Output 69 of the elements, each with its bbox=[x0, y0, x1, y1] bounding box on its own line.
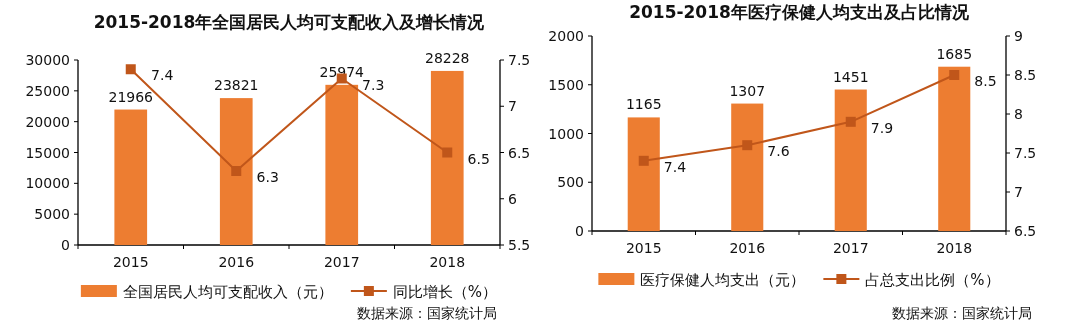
y-tick-label: 5000 bbox=[34, 206, 70, 223]
x-tick-label: 2018 bbox=[429, 254, 466, 270]
data-label: 28228 bbox=[424, 49, 470, 66]
bar bbox=[219, 98, 253, 245]
data-label: 7.9 bbox=[870, 119, 894, 136]
y-tick-label: 15000 bbox=[25, 144, 70, 161]
point bbox=[845, 116, 856, 127]
data-label: 21966 bbox=[108, 88, 154, 105]
chart-title: 2015-2018年全国居民人均可支配收入及增长情况 bbox=[93, 12, 486, 32]
y-tick-label: 30000 bbox=[25, 52, 70, 68]
source-note: 数据来源：国家统计局 bbox=[892, 305, 1032, 321]
point bbox=[125, 64, 136, 75]
x-tick-label: 2018 bbox=[936, 240, 973, 256]
x-tick-label: 2015 bbox=[112, 254, 149, 270]
y-tick-label: 0 bbox=[575, 223, 584, 239]
data-label: 1165 bbox=[625, 96, 662, 113]
y2-tick-label: 8 bbox=[1014, 106, 1023, 122]
data-label: 1451 bbox=[832, 68, 869, 85]
y-tick-label: 25000 bbox=[25, 82, 70, 99]
legend-label: 医疗保健人均支出（元） bbox=[640, 271, 806, 289]
chart-title: 2015-2018年医疗保健人均支出及占比情况 bbox=[629, 2, 970, 22]
bar bbox=[325, 84, 359, 245]
data-label: 8.5 bbox=[974, 73, 997, 89]
bar bbox=[938, 66, 971, 231]
y-tick-label: 20000 bbox=[25, 113, 70, 130]
x-tick-label: 2017 bbox=[323, 254, 360, 270]
bar bbox=[834, 89, 867, 231]
y-tick-label: 2000 bbox=[548, 28, 584, 44]
point bbox=[949, 70, 960, 80]
y2-tick-label: 9 bbox=[1014, 28, 1023, 44]
y2-tick-label: 7 bbox=[508, 98, 517, 115]
y2-tick-label: 6.5 bbox=[508, 144, 531, 161]
data-label: 1307 bbox=[729, 82, 766, 99]
y-tick-label: 1000 bbox=[548, 125, 584, 142]
source-note: 数据来源：国家统计局 bbox=[357, 305, 497, 321]
y2-tick-label: 6 bbox=[508, 190, 517, 207]
data-label: 7.3 bbox=[362, 76, 385, 93]
bar bbox=[731, 103, 764, 231]
y2-tick-label: 6.5 bbox=[1014, 223, 1037, 239]
data-label: 7.4 bbox=[663, 158, 687, 175]
bar bbox=[430, 70, 464, 245]
y-tick-label: 500 bbox=[557, 174, 584, 191]
data-label: 23821 bbox=[213, 77, 259, 94]
data-label: 6.3 bbox=[256, 169, 279, 185]
point bbox=[638, 155, 649, 166]
bar bbox=[627, 117, 660, 231]
point bbox=[442, 147, 453, 158]
legend-label: 同比增长（%） bbox=[392, 283, 498, 301]
point bbox=[742, 140, 753, 151]
legend-label: 全国居民人均可支配收入（元） bbox=[122, 283, 333, 301]
y2-tick-label: 7 bbox=[1014, 184, 1023, 200]
y-tick-label: 0 bbox=[61, 237, 70, 253]
y-tick-label: 1500 bbox=[548, 76, 584, 93]
x-tick-label: 2016 bbox=[218, 254, 255, 270]
x-tick-label: 2016 bbox=[729, 240, 766, 256]
y2-tick-label: 5.5 bbox=[508, 237, 531, 253]
y2-tick-label: 8.5 bbox=[1014, 67, 1037, 83]
y2-tick-label: 7.5 bbox=[508, 52, 531, 68]
legend-label: 占总支出比例（%） bbox=[865, 271, 1000, 289]
x-tick-label: 2015 bbox=[625, 240, 662, 256]
y2-tick-label: 7.5 bbox=[1014, 145, 1037, 161]
data-label: 1685 bbox=[936, 45, 973, 62]
data-label: 7.4 bbox=[151, 67, 174, 84]
bar bbox=[114, 109, 148, 245]
data-label: 7.6 bbox=[767, 143, 790, 160]
y-tick-label: 10000 bbox=[25, 175, 70, 192]
point bbox=[231, 166, 242, 176]
data-label: 6.5 bbox=[467, 150, 490, 167]
x-tick-label: 2017 bbox=[832, 240, 869, 256]
